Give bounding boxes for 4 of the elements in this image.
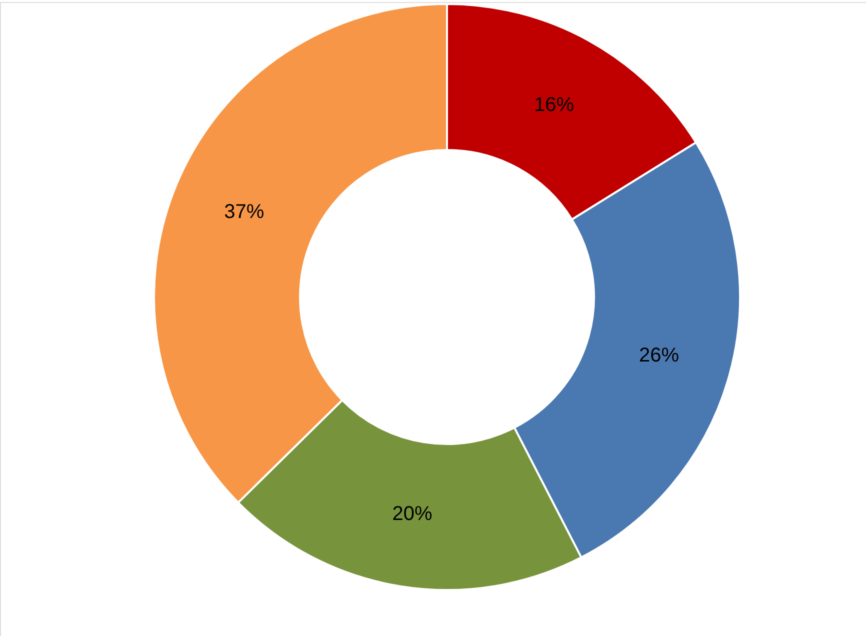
data-label: 20% bbox=[392, 503, 432, 526]
data-label: 37% bbox=[224, 201, 264, 224]
data-label: 26% bbox=[639, 344, 680, 367]
data-label: 16% bbox=[534, 94, 574, 116]
